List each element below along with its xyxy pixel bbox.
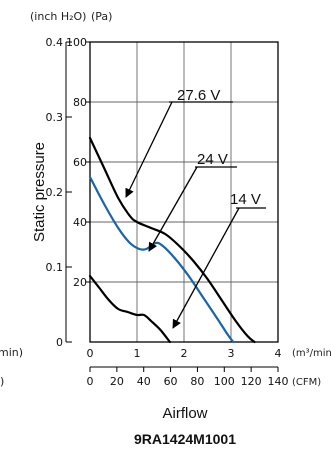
y-tick-label-inh2o: 0.4 <box>46 36 64 49</box>
series-line-14v <box>88 274 171 344</box>
y-tick-label-pa: 100 <box>66 36 87 49</box>
y-tick-label-pa: 80 <box>73 96 87 109</box>
x-tick-label-cfm: 80 <box>190 375 204 388</box>
annotation-layer: 27.6 V 24 V 14 V <box>125 87 266 329</box>
x-tick-label-m3min: 0 <box>87 347 94 360</box>
y-tick-label-inh2o: 0.3 <box>46 111 64 124</box>
x-axis-title: Airflow <box>162 405 207 422</box>
unit-inh2o-label: (inch H₂O) <box>30 10 86 23</box>
y-tick-label-inh2o: 0.2 <box>46 186 64 199</box>
y-tick-label-pa: 20 <box>73 276 87 289</box>
unit-pa-label: (Pa) <box>91 10 112 23</box>
x-tick-label-cfm: 40 <box>137 375 151 388</box>
x-tick-label-cfm: 20 <box>110 375 124 388</box>
series-layer <box>88 136 256 344</box>
series-label-14v: 14 V <box>230 191 261 208</box>
series-line-24v <box>88 175 235 344</box>
x-tick-label-cfm: 100 <box>214 375 235 388</box>
x-tick-label-cfm: 140 <box>268 375 289 388</box>
y-axis-title: Static pressure <box>31 142 48 242</box>
x-tick-label-cfm: 120 <box>241 375 262 388</box>
x-tick-label-m3min: 1 <box>134 347 141 360</box>
y-tick-label-pa: 40 <box>73 216 87 229</box>
y-tick-label-pa: 60 <box>73 156 87 169</box>
grid-layer <box>89 41 279 343</box>
series-label-27v: 27.6 V <box>177 87 220 104</box>
label-14v-arrow <box>172 207 240 329</box>
x-tick-label-m3min: 2 <box>181 347 188 360</box>
unit-cfm-label: (CFM) <box>292 377 321 388</box>
x-tick-label-cfm: 60 <box>164 375 178 388</box>
series-line-27v <box>88 136 256 344</box>
x-tick-label-m3min: 3 <box>228 347 235 360</box>
y-tick-label-inh2o: 0.1 <box>46 261 64 274</box>
series-label-24v: 24 V <box>197 151 228 168</box>
y-tick-label-inh2o: 0 <box>56 336 63 349</box>
label-27v-arrow <box>125 101 173 198</box>
unit-m3min-label: (m³/min) <box>292 348 331 359</box>
model-number: 9RA1424M1001 <box>134 431 236 447</box>
plot-frame <box>89 41 279 343</box>
x-tick-label-cfm: 0 <box>87 375 94 388</box>
x-tick-label-m3min: 4 <box>275 347 282 360</box>
clipped-left-unit-b: ) <box>0 375 4 388</box>
label-24v-arrow <box>148 166 198 252</box>
clipped-left-unit-a: min) <box>0 346 23 359</box>
